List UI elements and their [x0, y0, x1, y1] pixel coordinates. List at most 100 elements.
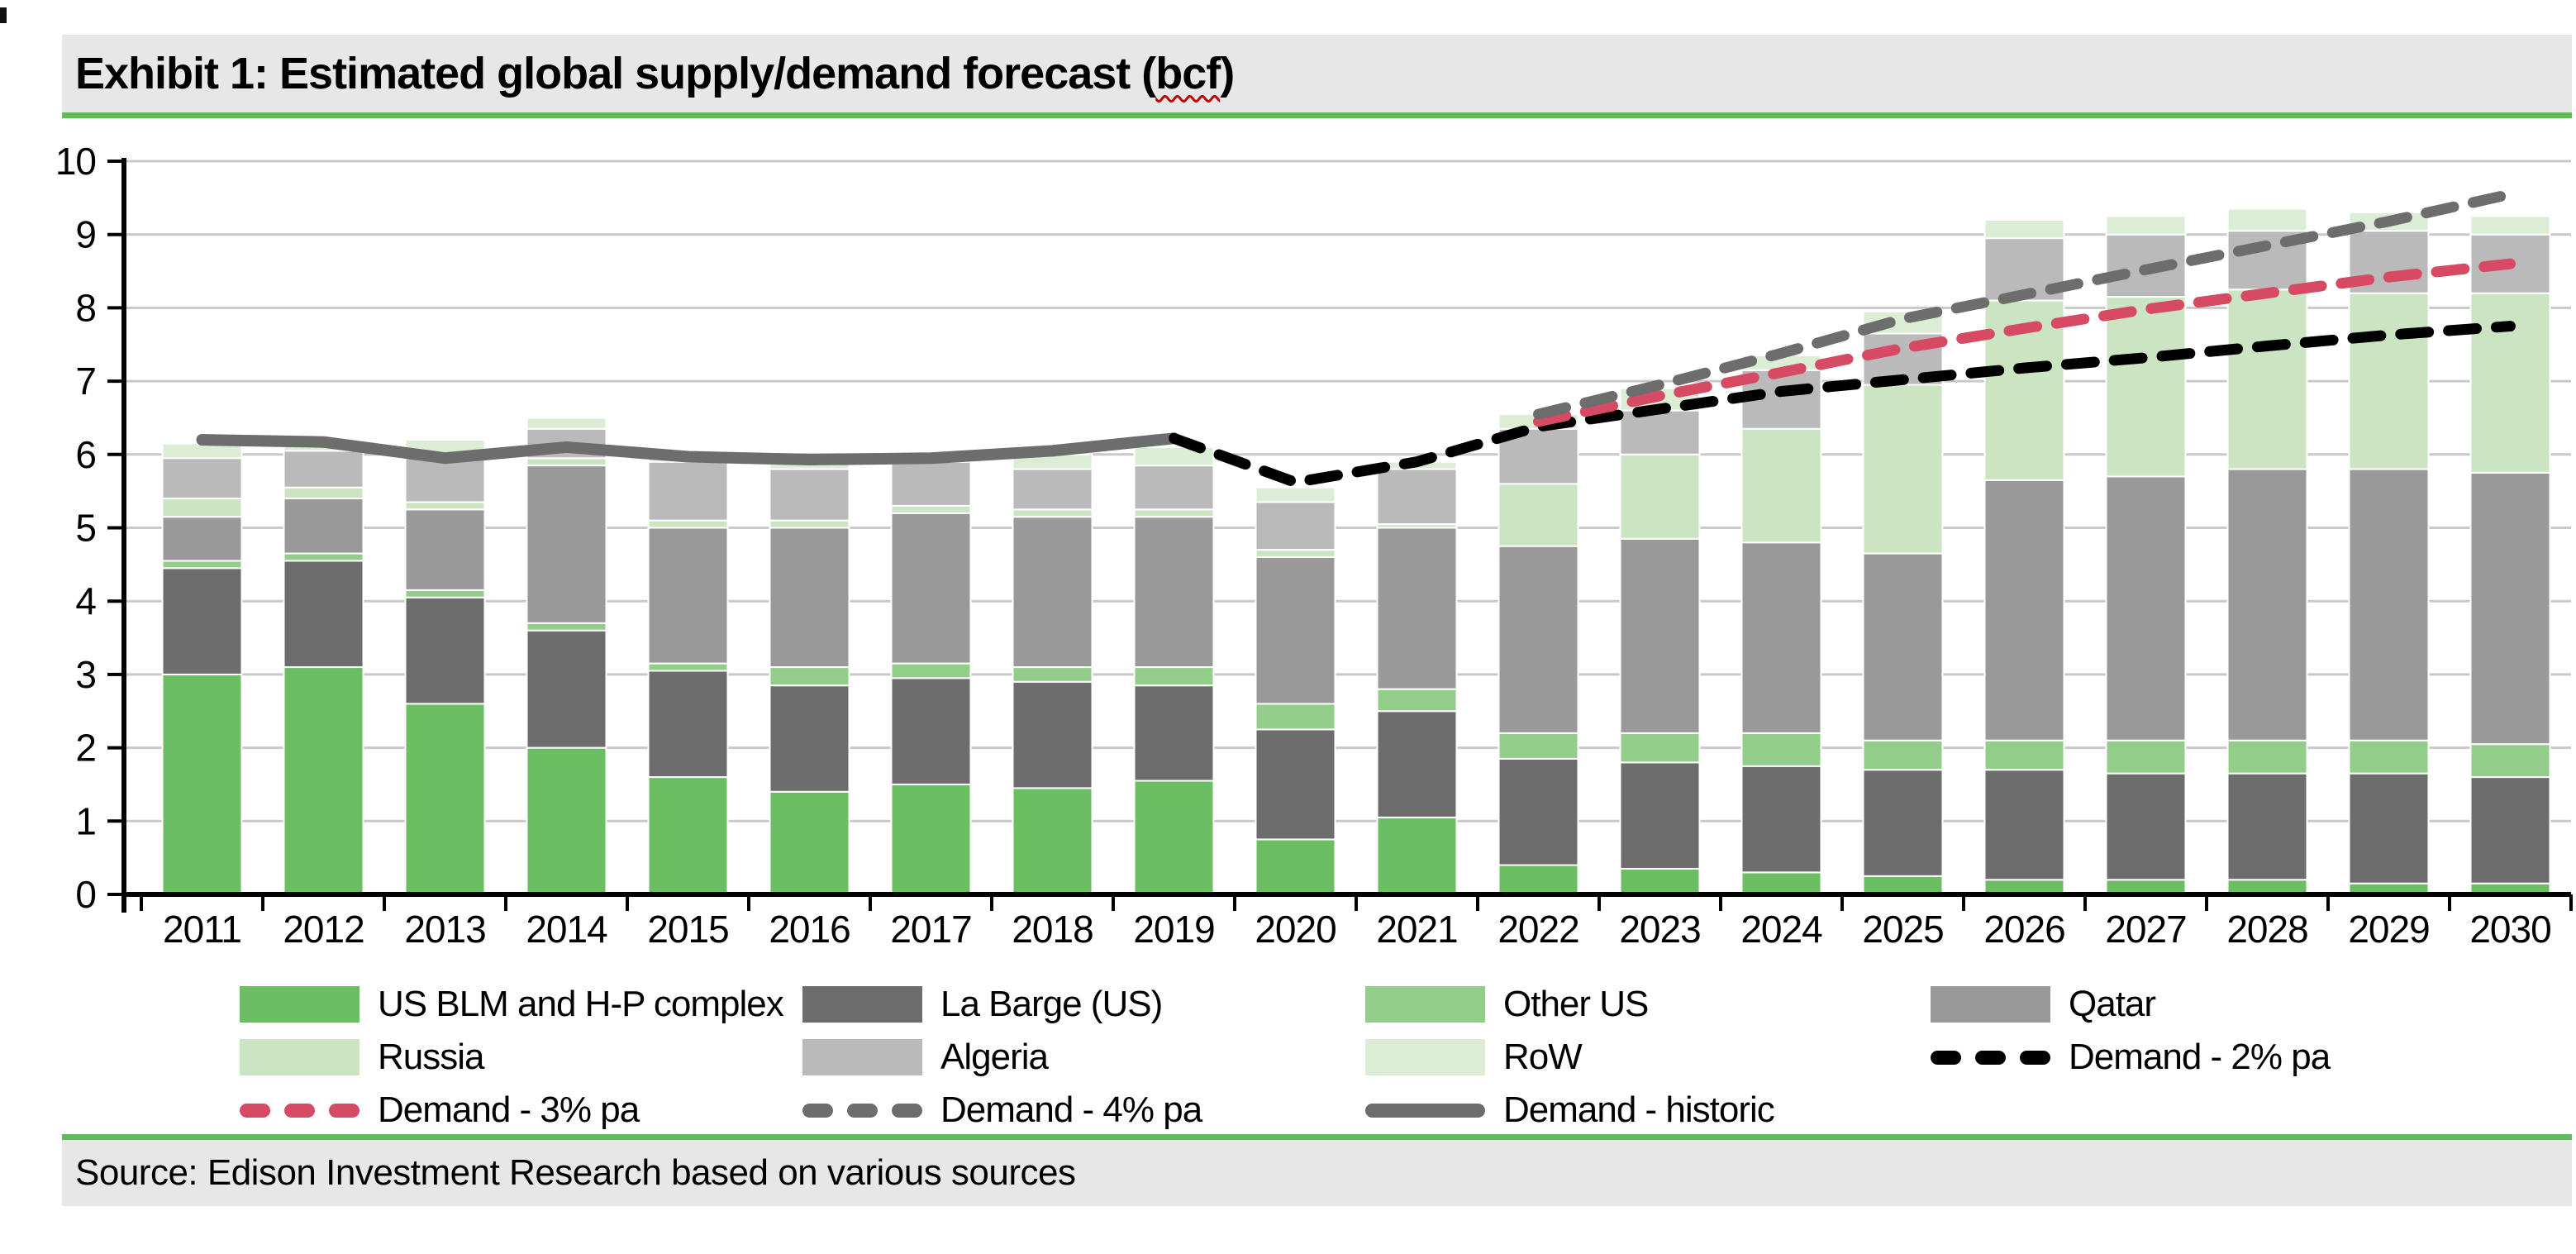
bar-segment — [1983, 769, 2065, 881]
y-axis-label: 9 — [75, 213, 96, 256]
axis-labels: 0 1 2 3 4 5 6 7 8 9 10 2011 2012 2013 2014 2015 2016 2017… — [55, 140, 2552, 951]
bar-segment — [1255, 555, 1336, 705]
x-axis-label: 2025 — [1862, 908, 1943, 951]
bar-segment — [2348, 292, 2430, 470]
bar-segment — [1740, 541, 1822, 734]
line-demand-4-pa — [1533, 188, 2516, 420]
bar-segment — [647, 519, 729, 529]
bar-segment — [526, 746, 607, 895]
page-edge-artifact — [0, 7, 7, 23]
bar-segment — [2105, 772, 2187, 881]
bar-segment — [890, 662, 972, 679]
bar-segment — [526, 465, 607, 624]
bar-segment — [2348, 468, 2430, 741]
bar-segment — [1619, 453, 1701, 540]
bar-segment — [1133, 508, 1215, 518]
bar-segment — [2469, 471, 2551, 746]
bar-segment — [526, 457, 607, 467]
y-axis-label: 5 — [75, 507, 96, 550]
bar-segment — [2105, 739, 2187, 775]
bar-segment — [1133, 780, 1215, 896]
bar-segment — [2226, 772, 2308, 881]
y-axis-label: 3 — [75, 653, 96, 696]
bar-segment — [1740, 871, 1822, 896]
y-axis-label: 7 — [75, 360, 96, 403]
bar-segment — [161, 567, 243, 675]
x-axis-label: 2030 — [2469, 908, 2550, 951]
bar-segment — [2105, 475, 2187, 741]
bar-segment — [1012, 516, 1093, 669]
x-axis-label: 2024 — [1740, 908, 1822, 951]
bar-segment — [161, 516, 243, 562]
x-axis-label: 2014 — [526, 908, 607, 951]
bar-segment — [1498, 732, 1579, 760]
x-axis-label: 2026 — [1983, 908, 2064, 951]
bar-segment — [2226, 207, 2308, 232]
x-axis-label: 2027 — [2105, 908, 2186, 951]
bar-segment — [769, 519, 850, 529]
bar-segment — [1619, 867, 1701, 895]
bar-segment — [404, 703, 486, 895]
bar-segment — [1133, 684, 1215, 782]
bar-segment — [404, 508, 486, 591]
bar-segment — [769, 468, 850, 522]
bar-segment — [1862, 384, 1944, 555]
bar-segment — [283, 666, 364, 896]
x-axis-label: 2022 — [1498, 908, 1578, 951]
bar-segment — [1012, 508, 1093, 518]
bar-segment — [2226, 468, 2308, 741]
bar-segment — [769, 790, 850, 896]
bar-segment — [890, 504, 972, 514]
bar-segment — [769, 684, 850, 793]
bar-segment — [526, 417, 607, 430]
y-axis-label: 6 — [75, 433, 96, 476]
bar-segment — [404, 589, 486, 598]
bar-segment — [2348, 772, 2430, 884]
bar-segment — [647, 776, 729, 896]
bar-segment — [1862, 875, 1944, 895]
bar-segment — [2469, 776, 2551, 884]
bar-segment — [283, 498, 364, 555]
x-axis-label: 2017 — [890, 908, 971, 951]
bar-segment — [2469, 743, 2551, 779]
bar-segment — [1498, 483, 1579, 547]
bar-segment — [1619, 409, 1701, 455]
y-axis-label: 4 — [75, 579, 96, 622]
bar-segment — [1376, 710, 1458, 818]
x-axis-label: 2012 — [283, 908, 364, 951]
bar-segment — [2105, 296, 2187, 478]
bar-segment — [1012, 787, 1093, 896]
bar-segment — [1862, 552, 1944, 741]
bar-segment — [2469, 215, 2551, 236]
exhibit-title-bcf: bcf — [1155, 49, 1221, 98]
exhibit-title-band: Exhibit 1: Estimated global supply/deman… — [62, 35, 2572, 112]
bar-segment — [1376, 688, 1458, 713]
stacked-bars — [161, 207, 2551, 896]
bar-segment — [1012, 468, 1093, 511]
bar-segment — [1619, 537, 1701, 734]
bar-segment — [1983, 479, 2065, 741]
y-axis-label: 2 — [75, 727, 96, 770]
bar-segment — [647, 460, 729, 522]
bar-segment — [890, 512, 972, 665]
bar-segment — [1133, 666, 1215, 687]
bar-segment — [1255, 549, 1336, 558]
bar-segment — [2469, 292, 2551, 474]
line-demand-historic — [196, 432, 1180, 466]
bar-segment — [647, 662, 729, 672]
exhibit-title: Exhibit 1: Estimated global supply/deman… — [75, 48, 1235, 99]
bar-segment — [647, 527, 729, 665]
bar-segment — [769, 666, 850, 687]
x-axis-label: 2013 — [404, 908, 485, 951]
bar-segment — [2348, 739, 2430, 775]
bar-segment — [1983, 739, 2065, 771]
bar-segment — [1255, 501, 1336, 551]
axes — [107, 158, 2573, 913]
x-axis-label: 2029 — [2348, 908, 2429, 951]
bar-segment — [283, 450, 364, 489]
bar-segment — [161, 560, 243, 570]
exhibit-title-suffix: ) — [1220, 49, 1235, 98]
bar-segment — [647, 670, 729, 779]
bar-segment — [890, 677, 972, 785]
